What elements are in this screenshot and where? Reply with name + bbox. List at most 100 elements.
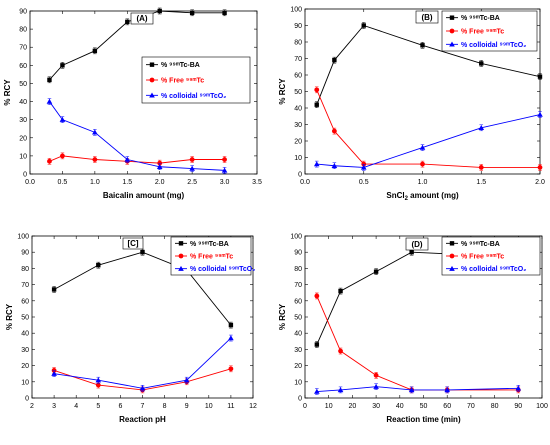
x-tick-label: 20 [349,403,357,410]
x-tick-label: 0 [303,403,307,410]
legend-entry: % colloidal ⁹⁹ᵐTcO₂ [461,42,526,49]
x-tick-label: 0.0 [300,179,310,186]
data-point [221,167,228,173]
y-tick-label: 0 [298,396,302,403]
y-axis-title: % RCY [5,303,14,330]
legend-entry: % colloidal ⁹⁹ᵐTcO₂ [161,93,226,100]
x-tick-label: 4 [74,403,78,410]
panel-label-box [415,10,439,24]
y-tick-label: 80 [294,40,302,47]
x-tick-label: 40 [396,403,404,410]
y-tick-label: 0 [298,172,302,179]
data-point [373,372,379,378]
data-point [373,269,379,274]
x-tick-label: 0.5 [359,179,369,186]
x-tick-label: 5 [96,403,100,410]
y-tick-label: 70 [294,56,302,63]
data-point [331,128,337,134]
panel-label-box [130,12,154,25]
x-tick-label: 6 [118,403,122,410]
legend-marker [149,77,155,83]
panel-label: (A) [136,14,147,23]
x-axis-title-main: SnCl [386,191,404,200]
y-tick-label: 30 [19,117,27,124]
y-tick-label: 30 [294,122,302,129]
legend-entry: % Free ⁹⁹ᵐTc [161,78,204,85]
data-point [59,116,66,122]
legend-entry: % ⁹⁹ᵐTc-BA [190,241,229,248]
data-point [338,348,343,354]
legend-entry: % colloidal ⁹⁹ᵐTcO₂ [461,266,526,273]
data-point [92,129,98,135]
y-tick-label: 40 [294,106,302,113]
x-axis-title-main: Baicalin amount (mg) [103,191,185,200]
data-point [92,48,98,54]
legend: % ⁹⁹ᵐTc-BA % Free ⁹⁹ᵐTc % colloidal ⁹⁹ᵐTcO… [170,236,255,276]
legend: % ⁹⁹ᵐTc-BA % Free ⁹⁹ᵐTc % colloidal ⁹⁹ᵐTcO… [441,236,541,276]
plot-frame [29,10,258,175]
data-point [537,165,543,170]
panel-label: (D) [411,240,422,249]
y-tick-label: 90 [294,250,302,257]
legend-marker [149,92,155,98]
y-tick-label: 90 [21,250,29,257]
data-point [95,377,102,383]
series-2 [314,292,521,394]
data-point [157,160,163,166]
y-tick-label: 90 [19,9,27,16]
y-tick-label: 50 [19,81,27,88]
series-2 [47,152,227,167]
data-point [125,19,130,25]
y-tick-label: 40 [294,331,302,338]
series-1 [314,22,543,108]
chart-panel-4: 0 10 20 30 40 50 60 70 80 90 100 0 10 20 30 40 50 60 70 80 9… [278,234,548,425]
panel-label: (B) [421,13,432,22]
series-line [316,295,519,391]
y-tick-label: 0 [25,396,29,403]
y-axis-title: % RCY [3,79,12,106]
data-point [222,157,227,162]
chart-panel-1: 0.0 0.5 1.0 1.5 2.0 2.5 3.0 3.5 0 10 20 30 40 50 60 70 8… [3,7,262,200]
series-line [316,386,519,392]
data-point [228,335,234,341]
data-point [96,262,101,268]
series-3 [314,383,522,395]
x-tick-label: 8 [163,403,167,410]
y-tick-label: 20 [294,139,302,146]
legend-marker [449,265,455,271]
data-point [313,161,320,167]
x-tick-label: 1.0 [418,179,428,186]
data-point [51,370,57,376]
data-point [228,366,234,372]
x-tick-label: 2.0 [155,179,165,186]
data-point [408,387,415,393]
legend-marker [178,253,184,259]
x-tick-label: 80 [491,403,499,410]
x-axis-title: SnCl2 amount (mg) [386,191,459,202]
x-axis-title-suffix: amount (mg) [408,191,459,200]
legend-marker [449,28,455,34]
x-axis-title-main: Reaction pH [119,415,166,424]
x-tick-label: 90 [514,403,522,410]
legend-entry: % ⁹⁹ᵐTc-BA [161,62,200,69]
series-line [49,101,225,171]
data-point [157,8,162,14]
x-tick-label: 30 [372,403,380,410]
x-tick-label: 60 [443,403,451,410]
data-point [222,10,227,16]
data-point [92,157,98,162]
data-point [47,158,52,164]
x-tick-label: 1.0 [90,179,100,186]
series-3 [46,98,228,174]
x-axis-title: Baicalin amount (mg) [103,191,185,200]
data-point [140,250,145,255]
legend-marker [178,241,184,246]
y-tick-label: 10 [294,379,302,386]
y-tick-label: 30 [294,347,302,354]
x-tick-label: 10 [325,403,333,410]
x-tick-label: 100 [536,403,548,410]
legend-marker [149,62,155,67]
data-point [314,388,320,394]
x-axis-title-subscript: 2 [405,196,409,202]
y-tick-label: 100 [290,7,302,14]
